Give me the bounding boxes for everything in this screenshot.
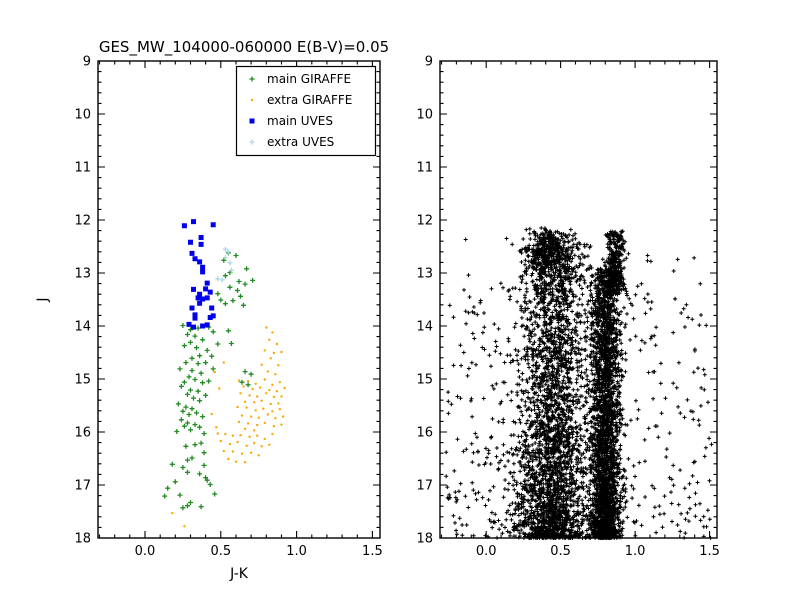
- y-tick-label: 16: [74, 426, 91, 441]
- legend-label: main UVES: [267, 114, 333, 128]
- minor-ticks: [98, 61, 380, 538]
- y-axis-label: J: [35, 297, 51, 302]
- left-cmd-panel: 0.0 0.5 1.0 1.5 9 10 11 12 13 14 15 16 17 18 J-K Jmain …: [35, 55, 383, 583]
- legend-marker-plus: [249, 139, 255, 145]
- series-extra-uves: [215, 246, 234, 283]
- legend-marker-plus: [249, 76, 255, 82]
- y-tick-label: 11: [416, 161, 433, 176]
- legend-label: main GIRAFFE: [267, 72, 351, 86]
- y-tick-label: 10: [74, 108, 91, 123]
- y-tick-label: 14: [416, 320, 433, 335]
- y-tick-label: 13: [416, 267, 433, 282]
- right-cmd-panel: 0.0 0.5 1.0 1.5 9 10 11 12 13 14 15 16 17 18: [416, 55, 719, 560]
- legend-marker-dot: [250, 98, 254, 102]
- y-tick-label: 12: [74, 214, 91, 229]
- legend-box: [235, 65, 377, 157]
- x-tick-label: 1.5: [362, 544, 383, 559]
- x-tick-label: 1.0: [625, 544, 646, 559]
- y-tick-label: 15: [74, 373, 91, 388]
- series-main-giraffe: [162, 250, 256, 511]
- series-extra-giraffe: [171, 326, 286, 528]
- x-tick-label: 0.0: [135, 544, 156, 559]
- y-tick-label: 18: [74, 532, 91, 547]
- legend-label: extra GIRAFFE: [267, 93, 352, 107]
- y-tick-label: 10: [416, 108, 433, 123]
- series-main-uves: [181, 219, 216, 330]
- y-tick-label: 18: [416, 532, 433, 547]
- y-tick-label: 14: [74, 320, 91, 335]
- x-axis-label: J-K: [229, 566, 249, 582]
- y-tick-label: 16: [416, 426, 433, 441]
- y-tick-label: 13: [74, 267, 91, 282]
- legend-marker-square: [249, 118, 255, 124]
- figure-title: GES_MW_104000-060000 E(B-V)=0.05: [99, 38, 389, 57]
- y-tick-label: 17: [416, 479, 433, 494]
- x-tick-label: 0.5: [210, 544, 231, 559]
- axes-frame: [97, 60, 381, 539]
- x-tick-label: 1.0: [286, 544, 307, 559]
- x-tick-label: 0.0: [476, 544, 497, 559]
- legend: main GIRAFFE extra GIRAFFE main UVES extra …: [235, 65, 377, 157]
- y-tick-label: 11: [74, 161, 91, 176]
- x-tick-label: 0.5: [550, 544, 571, 559]
- series-photometry: [444, 226, 714, 540]
- y-tick-label: 9: [83, 55, 91, 70]
- y-tick-label: 17: [74, 479, 91, 494]
- y-tick-label: 15: [416, 373, 433, 388]
- legend-label: extra UVES: [267, 135, 334, 149]
- y-tick-label: 9: [425, 55, 433, 70]
- x-tick-label: 1.5: [699, 544, 720, 559]
- y-tick-label: 12: [416, 214, 433, 229]
- major-ticks: [98, 60, 380, 539]
